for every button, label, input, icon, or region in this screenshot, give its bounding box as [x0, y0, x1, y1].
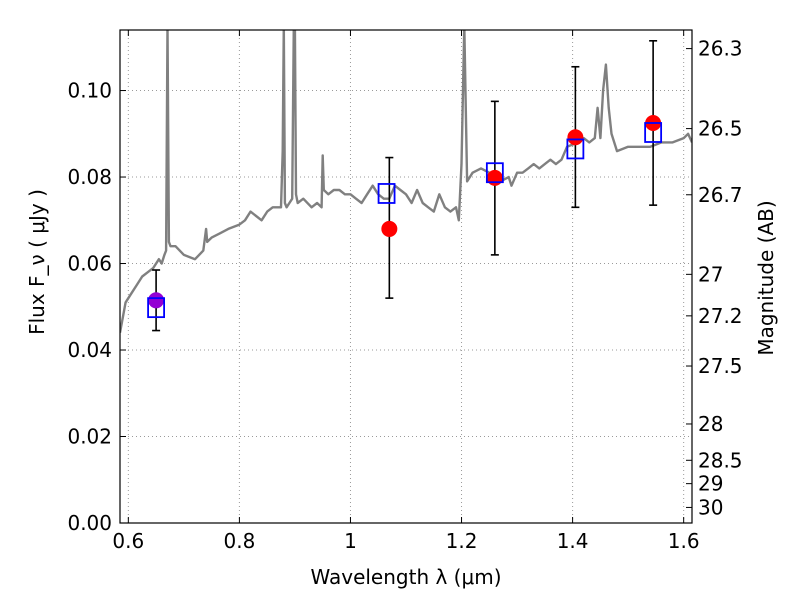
- right-tick-label: 28: [698, 412, 723, 436]
- model-photometry-square: [147, 297, 165, 319]
- observed-point: [486, 169, 503, 186]
- right-tick-label: 28.5: [698, 448, 743, 472]
- y-axis-label: Flux F_ν ( μJy ): [25, 189, 49, 335]
- model-photometry-square: [566, 138, 585, 160]
- y-tick-label: 0.02: [67, 425, 112, 449]
- plot-area: [120, 30, 692, 333]
- x-tick-label: 1.6: [668, 529, 700, 553]
- right-axis-label: Magnitude (AB): [754, 200, 778, 355]
- model-photometry-square: [377, 183, 396, 204]
- right-tick-label: 29: [698, 472, 723, 496]
- right-tick-label: 26.5: [698, 117, 743, 141]
- right-tick-label: 27: [698, 262, 723, 286]
- x-axis-label: Wavelength λ (μm): [310, 565, 501, 589]
- y-axis-label-text: Flux F_ν ( μJy ): [25, 189, 49, 335]
- x-tick-label: 1.2: [446, 529, 478, 553]
- observed-point: [567, 129, 584, 146]
- right-tick-label: 26.3: [698, 37, 743, 61]
- plot-frame: [119, 29, 693, 524]
- model-photometry-square: [644, 122, 663, 143]
- y-tick-label: 0.00: [67, 511, 112, 535]
- x-tick-label: 1: [344, 529, 357, 553]
- right-tick-label: 26.7: [698, 183, 743, 207]
- grid-lines: [120, 30, 692, 524]
- x-tick-label: 0.6: [112, 529, 144, 553]
- model-spectrum-line: [120, 30, 692, 333]
- x-tick-label: 1.4: [557, 529, 589, 553]
- observed-point: [381, 220, 398, 237]
- x-tick-label: 0.8: [223, 529, 255, 553]
- y-tick-label: 0.04: [67, 338, 112, 362]
- y-tick-label: 0.08: [67, 165, 112, 189]
- y-tick-label: 0.06: [67, 252, 112, 276]
- right-axis-label-text: Magnitude (AB): [754, 200, 778, 355]
- observed-point: [148, 292, 165, 309]
- right-tick-label: 27.5: [698, 354, 743, 378]
- right-tick-label: 30: [698, 495, 723, 519]
- right-tick-label: 27.2: [698, 304, 743, 328]
- y-tick-label: 0.10: [67, 79, 112, 103]
- model-photometry-square: [485, 162, 504, 184]
- axis-ticks: 0.6 0.8 1 1.2 1.4 1.6 0.00 0.02 0.04 0.06 0.08 0.10…: [67, 30, 743, 553]
